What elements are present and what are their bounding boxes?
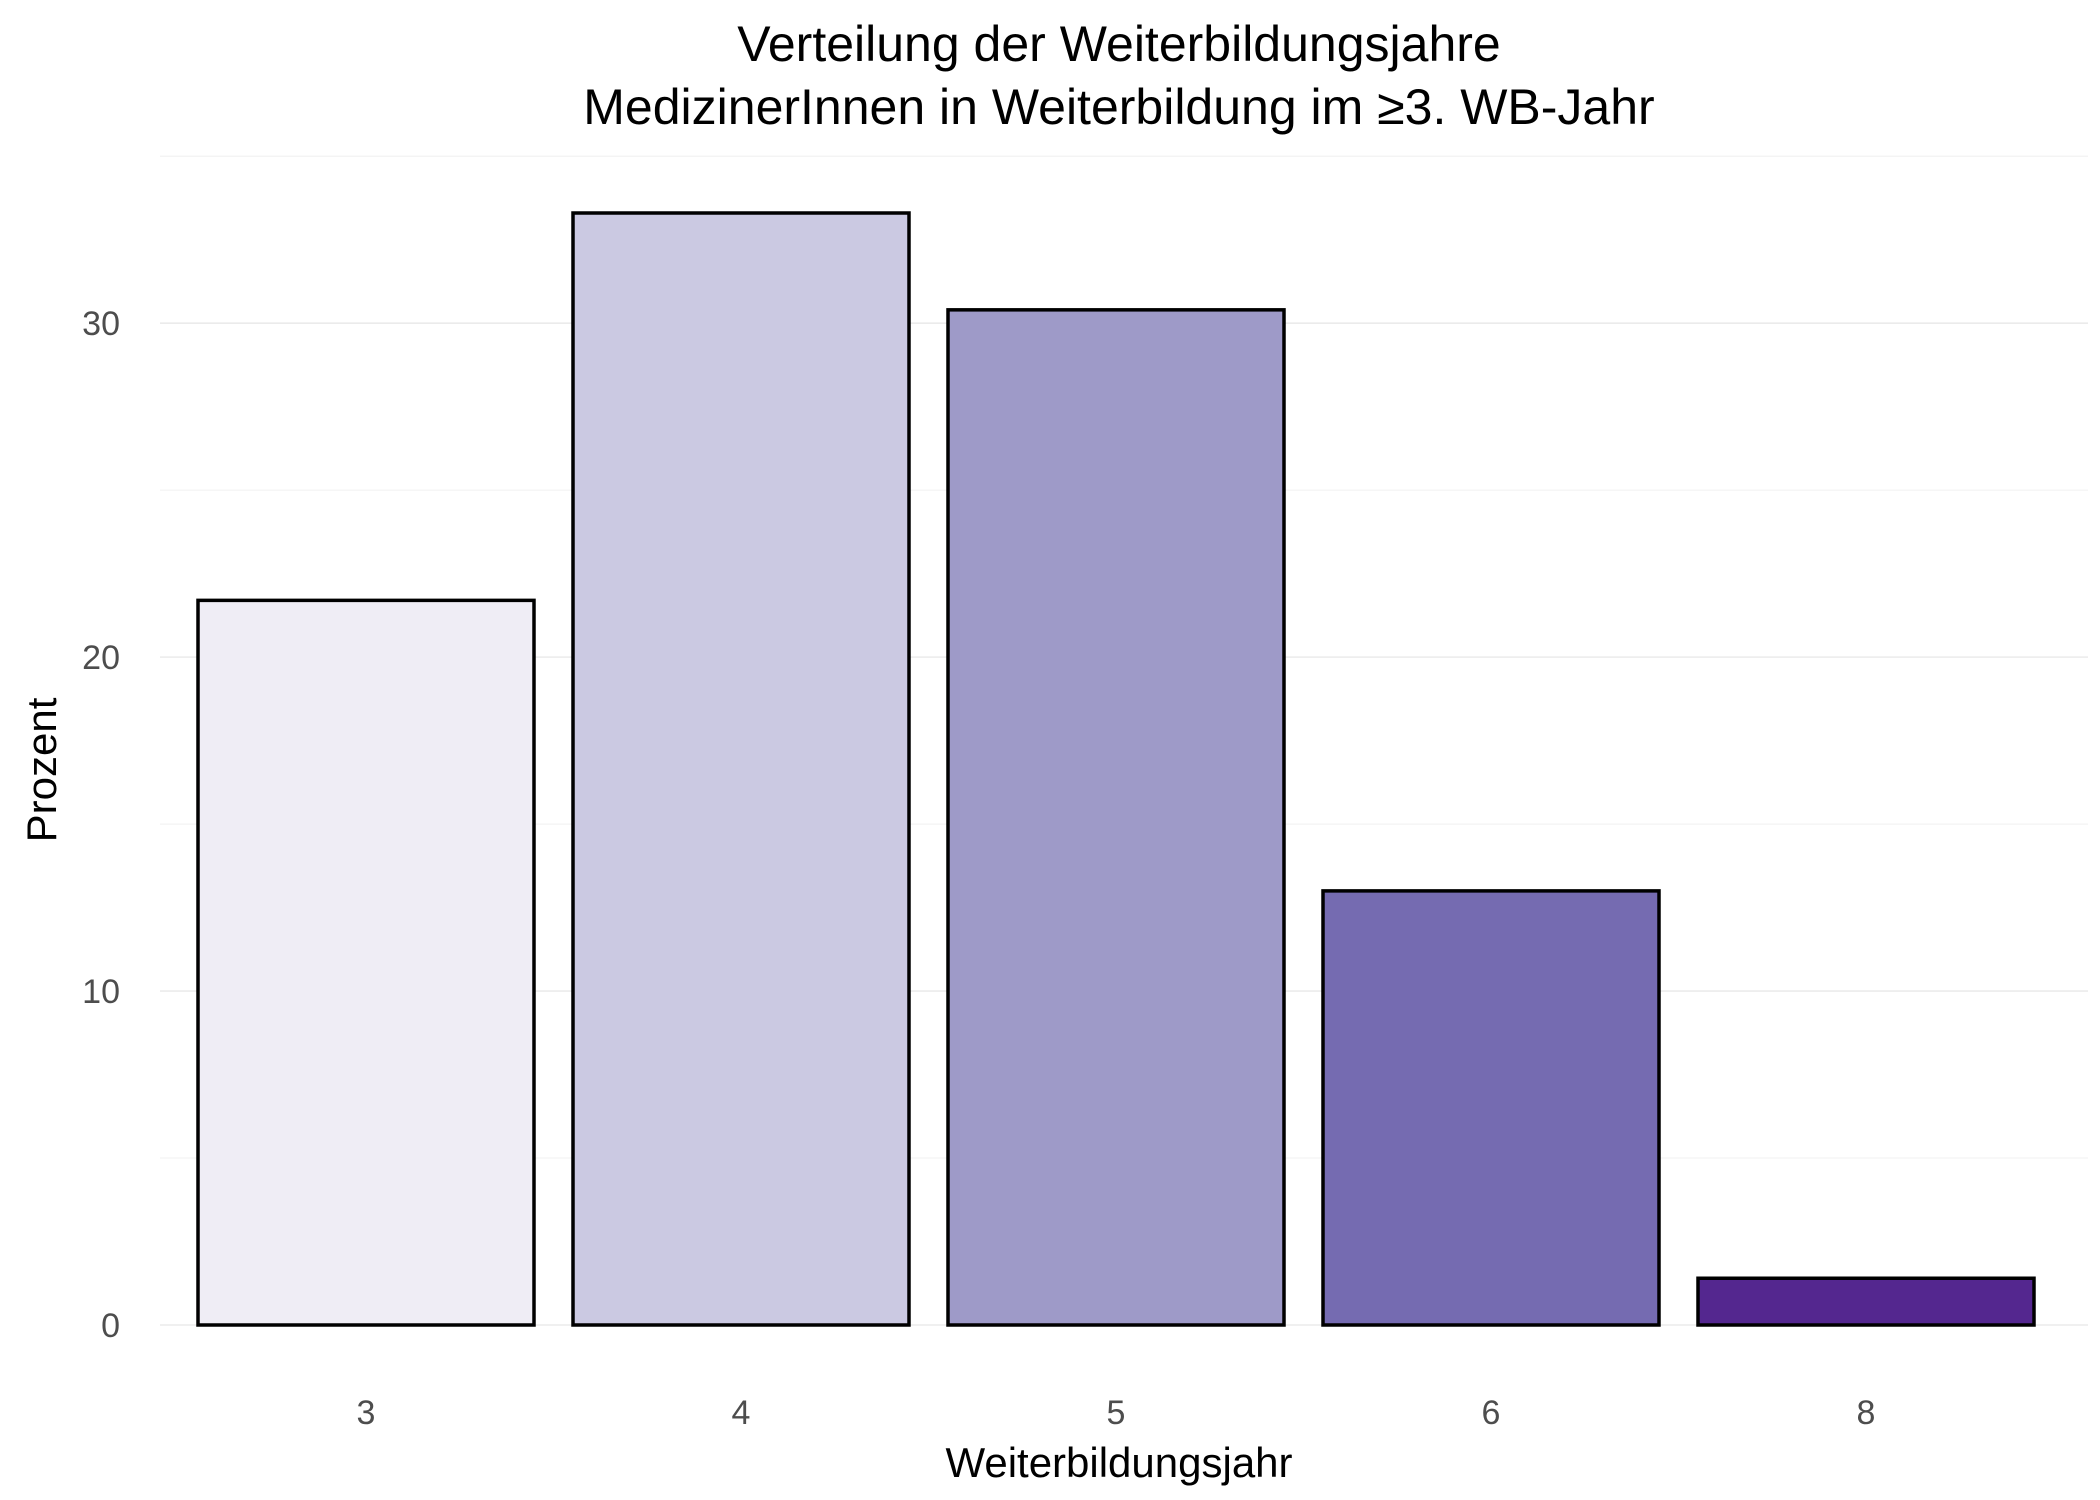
y-tick-label: 0 — [101, 1307, 120, 1345]
x-axis-ticks: 3 4 5 6 8 — [357, 1394, 1876, 1432]
bars — [196, 211, 2036, 1327]
bar-5 — [946, 308, 1286, 1327]
x-tick-label: 6 — [1482, 1394, 1501, 1432]
y-tick-label: 30 — [82, 305, 120, 343]
x-tick-label: 4 — [732, 1394, 751, 1432]
x-tick-label: 3 — [357, 1394, 376, 1432]
y-axis-title: Prozent — [18, 697, 65, 842]
bar-3 — [196, 598, 536, 1327]
x-tick-label: 8 — [1857, 1394, 1876, 1432]
y-tick-label: 20 — [82, 639, 120, 677]
chart-subtitle: MedizinerInnen in Weiterbildung im ≥3. W… — [583, 79, 1654, 135]
chart-title: Verteilung der Weiterbildungsjahre — [737, 16, 1500, 72]
bar-8 — [1696, 1276, 2036, 1327]
bar-6 — [1321, 889, 1661, 1327]
x-tick-label: 5 — [1107, 1394, 1126, 1432]
y-tick-label: 10 — [82, 973, 120, 1011]
x-axis-title: Weiterbildungsjahr — [945, 1439, 1292, 1486]
y-axis-ticks: 0 10 20 30 — [82, 305, 120, 1345]
bar-4 — [571, 211, 911, 1327]
